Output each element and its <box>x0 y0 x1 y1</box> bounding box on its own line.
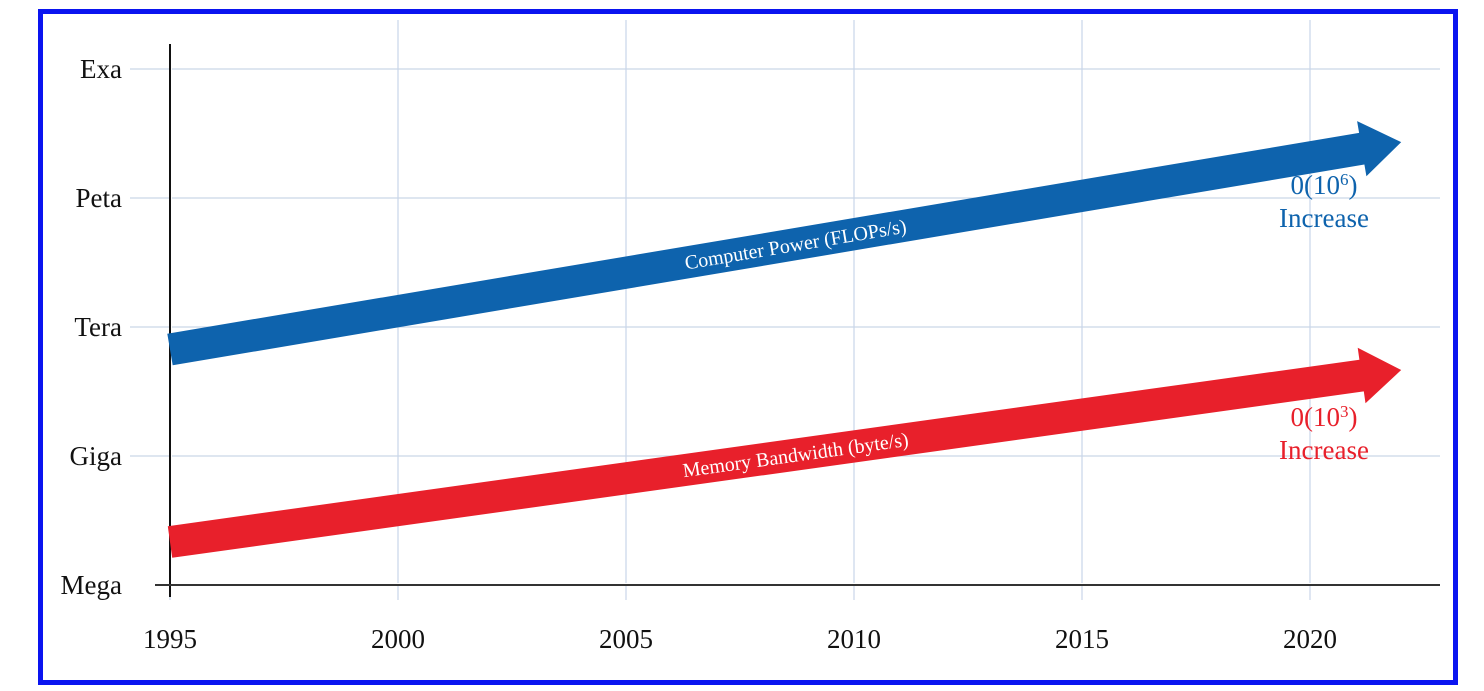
x-tick-label: 1995 <box>143 624 197 654</box>
memory-bandwidth-arrow <box>167 347 1402 558</box>
x-tick-label: 2005 <box>599 624 653 654</box>
y-tick-label: Peta <box>76 183 123 213</box>
computer-power-annotation: 0(106) <box>1291 170 1358 201</box>
computer-power-arrow <box>167 121 1402 366</box>
memory-bandwidth-annotation-increase: Increase <box>1279 435 1369 465</box>
x-tick-label: 2020 <box>1283 624 1337 654</box>
x-tick-label: 2000 <box>371 624 425 654</box>
y-tick-label: Giga <box>70 441 123 471</box>
memory-bandwidth-annotation: 0(103) <box>1291 402 1358 433</box>
axes <box>155 44 1440 597</box>
computer-power-annotation-increase: Increase <box>1279 203 1369 233</box>
tick-labels: Mega Giga Tera Peta Exa 1995 2000 2005 2010 2015 2… <box>61 54 1337 654</box>
series: Computer Power (FLOPs/s)Memory Bandwidth… <box>167 121 1402 558</box>
y-tick-label: Mega <box>61 570 122 600</box>
y-tick-label: Tera <box>74 312 122 342</box>
x-tick-label: 2015 <box>1055 624 1109 654</box>
y-tick-label: Exa <box>80 54 122 84</box>
x-tick-label: 2010 <box>827 624 881 654</box>
